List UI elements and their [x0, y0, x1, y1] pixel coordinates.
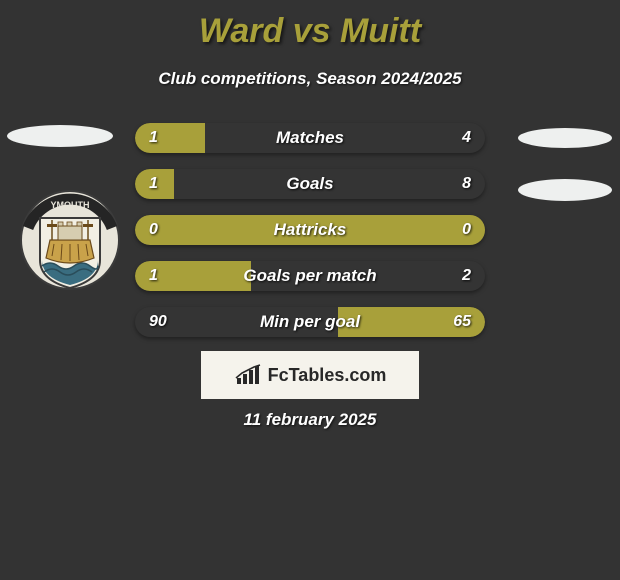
bar-hattricks: 0 Hattricks 0: [135, 215, 485, 245]
bar-value-right: 0: [462, 221, 471, 239]
page-subtitle: Club competitions, Season 2024/2025: [0, 69, 620, 89]
bar-value-left: 90: [149, 313, 167, 331]
bar-value-right: 2: [462, 267, 471, 285]
bar-label: Min per goal: [260, 312, 360, 332]
bar-matches: 1 Matches 4: [135, 123, 485, 153]
bar-mpg: 90 Min per goal 65: [135, 307, 485, 337]
crest-svg: YMOUTH: [20, 180, 120, 300]
bar-value-left: 1: [149, 129, 158, 147]
bar-value-left: 0: [149, 221, 158, 239]
bar-value-left: 1: [149, 267, 158, 285]
brand-chart-icon: [234, 364, 262, 386]
bar-label: Goals: [286, 174, 333, 194]
bar-fill-left: [135, 123, 205, 153]
page-title: Ward vs Muitt: [0, 0, 620, 51]
brand-box: FcTables.com: [201, 351, 419, 399]
bar-gpm: 1 Goals per match 2: [135, 261, 485, 291]
date-text: 11 february 2025: [244, 410, 377, 430]
bar-value-left: 1: [149, 175, 158, 193]
crest-text-top: YMOUTH: [51, 200, 90, 210]
club-crest: YMOUTH: [20, 180, 120, 300]
photo-placeholder-left: [7, 125, 113, 147]
comparison-bars: 1 Matches 4 1 Goals 8 0 Hattricks 0 1 Go…: [135, 123, 485, 353]
bar-value-right: 65: [453, 313, 471, 331]
photo-placeholder-right-1: [518, 128, 612, 148]
photo-placeholder-right-2: [518, 179, 612, 201]
bar-label: Matches: [276, 128, 344, 148]
bar-goals: 1 Goals 8: [135, 169, 485, 199]
brand-text: FcTables.com: [268, 365, 387, 386]
bar-label: Goals per match: [243, 266, 376, 286]
bar-label: Hattricks: [274, 220, 347, 240]
bar-value-right: 4: [462, 129, 471, 147]
bar-value-right: 8: [462, 175, 471, 193]
